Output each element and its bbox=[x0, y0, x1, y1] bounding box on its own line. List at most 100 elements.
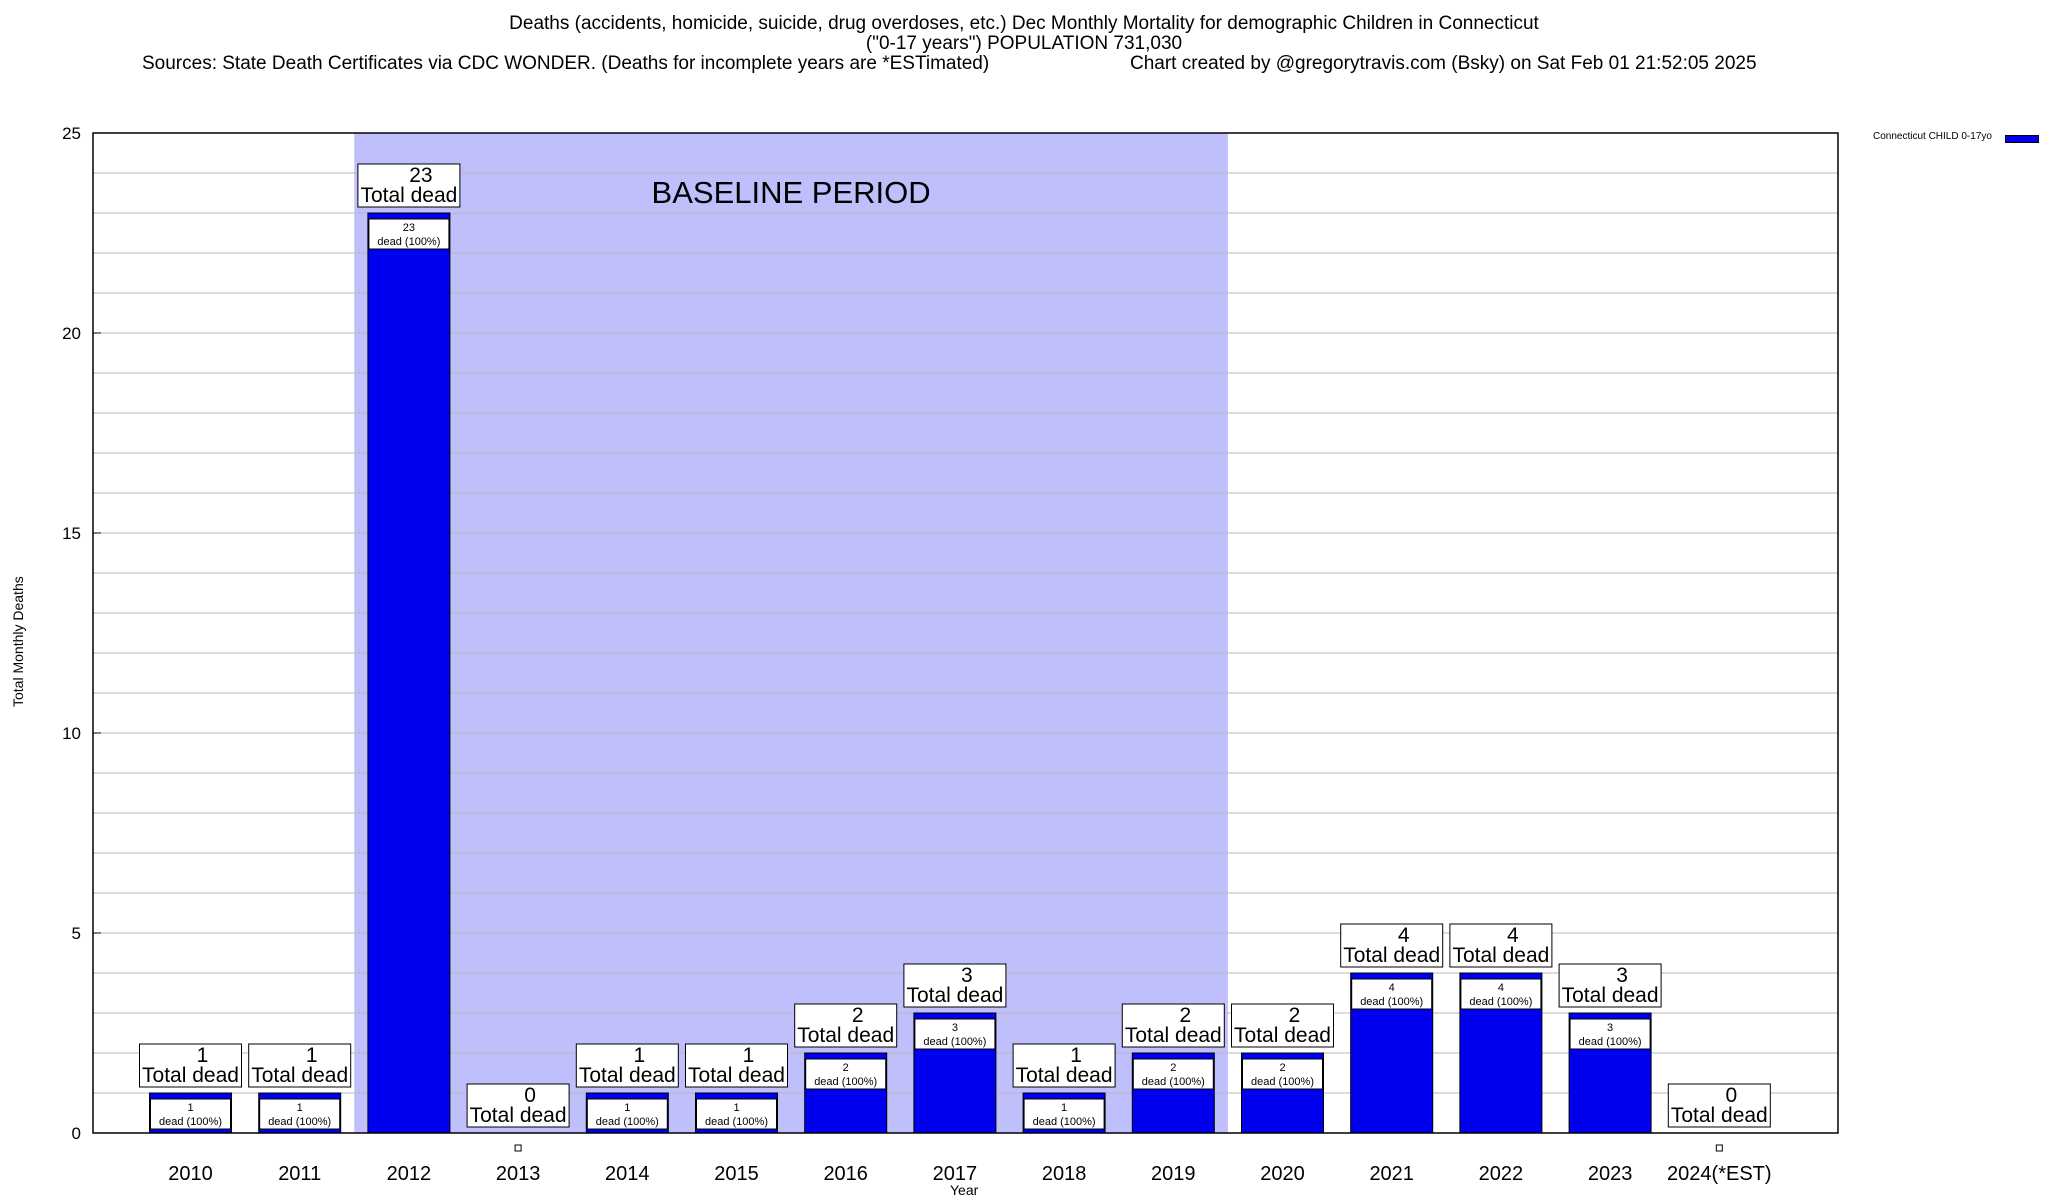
inner-label-box bbox=[696, 1098, 777, 1130]
total-value-label: 0 bbox=[524, 1084, 536, 1107]
y-tick-label: 20 bbox=[62, 324, 81, 343]
total-label-box bbox=[357, 163, 461, 208]
total-value-label: 3 bbox=[961, 964, 973, 987]
total-value-label: 1 bbox=[197, 1044, 209, 1067]
total-label-box bbox=[139, 1043, 242, 1088]
chart-credit: Chart created by @gregorytravis.com (Bsk… bbox=[1130, 53, 1757, 74]
inner-value-label: 1 bbox=[187, 1102, 193, 1114]
y-tick-label: 0 bbox=[72, 1124, 81, 1143]
inner-value-label: 1 bbox=[624, 1102, 630, 1114]
zero-marker bbox=[1715, 1144, 1723, 1152]
total-label-box bbox=[1558, 963, 1662, 1008]
total-label-box bbox=[1231, 1003, 1334, 1048]
inner-label-box bbox=[259, 1098, 341, 1130]
total-value-label: 1 bbox=[633, 1044, 645, 1067]
baseline-region bbox=[354, 133, 1228, 1133]
inner-percent-label: dead (100%) bbox=[1251, 1076, 1314, 1088]
inner-percent-label: dead (100%) bbox=[705, 1116, 768, 1128]
total-value-label: 2 bbox=[1289, 1004, 1301, 1027]
total-label-box bbox=[1340, 923, 1444, 968]
inner-percent-label: dead (100%) bbox=[1579, 1036, 1642, 1048]
bar-2012 bbox=[367, 212, 451, 1134]
y-tick-label: 25 bbox=[62, 124, 81, 143]
total-suffix-label: Total dead bbox=[1343, 944, 1440, 967]
x-tick-label: 2015 bbox=[714, 1163, 759, 1185]
total-suffix-label: Total dead bbox=[906, 984, 1003, 1007]
total-suffix-label: Total dead bbox=[1016, 1064, 1113, 1087]
x-tick-label: 2019 bbox=[1151, 1163, 1196, 1185]
inner-value-label: 3 bbox=[952, 1022, 958, 1034]
inner-label-box bbox=[150, 1098, 231, 1130]
inner-label-box bbox=[1460, 978, 1542, 1010]
x-tick-label: 2018 bbox=[1042, 1163, 1087, 1185]
total-label-box bbox=[575, 1043, 679, 1088]
total-value-label: 2 bbox=[852, 1004, 864, 1027]
total-label-box bbox=[903, 963, 1007, 1008]
inner-percent-label: dead (100%) bbox=[1033, 1116, 1096, 1128]
chart-sources: Sources: State Death Certificates via CD… bbox=[142, 53, 990, 74]
total-value-label: 4 bbox=[1507, 924, 1519, 947]
y-tick-label: 15 bbox=[62, 524, 81, 543]
inner-percent-label: dead (100%) bbox=[814, 1076, 877, 1088]
inner-value-label: 4 bbox=[1389, 982, 1395, 994]
x-tick-label: 2020 bbox=[1260, 1163, 1305, 1185]
inner-percent-label: dead (100%) bbox=[923, 1036, 986, 1048]
x-tick-label: 2014 bbox=[605, 1163, 650, 1185]
total-label-box bbox=[248, 1043, 352, 1088]
x-tick-label: 2016 bbox=[823, 1163, 868, 1185]
inner-value-label: 3 bbox=[1607, 1022, 1613, 1034]
total-suffix-label: Total dead bbox=[688, 1064, 785, 1087]
total-value-label: 23 bbox=[409, 164, 432, 187]
total-suffix-label: Total dead bbox=[1234, 1024, 1331, 1047]
chart-title-line-2: ("0-17 years") POPULATION 731,030 bbox=[865, 33, 1183, 54]
total-label-box bbox=[685, 1043, 788, 1088]
total-label-box bbox=[1012, 1043, 1116, 1088]
total-value-label: 1 bbox=[306, 1044, 318, 1067]
inner-label-box bbox=[914, 1018, 996, 1050]
total-value-label: 1 bbox=[1070, 1044, 1082, 1067]
total-label-box bbox=[466, 1083, 570, 1128]
inner-value-label: 2 bbox=[843, 1062, 849, 1074]
total-label-box bbox=[1667, 1083, 1771, 1128]
total-value-label: 1 bbox=[743, 1044, 755, 1067]
zero-marker bbox=[514, 1144, 522, 1152]
total-suffix-label: Total dead bbox=[1452, 944, 1549, 967]
inner-percent-label: dead (100%) bbox=[596, 1116, 659, 1128]
x-tick-label: 2024(*EST) bbox=[1667, 1163, 1772, 1185]
chart-title-line-1: Deaths (accidents, homicide, suicide, dr… bbox=[509, 13, 1539, 34]
inner-label-box bbox=[1242, 1058, 1323, 1090]
inner-percent-label: dead (100%) bbox=[1360, 996, 1423, 1008]
inner-label-box bbox=[1023, 1098, 1105, 1130]
total-label-box bbox=[794, 1003, 898, 1048]
x-tick-label: 2013 bbox=[496, 1163, 541, 1185]
x-tick-label: 2012 bbox=[387, 1163, 432, 1185]
inner-percent-label: dead (100%) bbox=[377, 236, 440, 248]
total-suffix-label: Total dead bbox=[1671, 1104, 1768, 1127]
total-suffix-label: Total dead bbox=[1125, 1024, 1222, 1047]
inner-value-label: 23 bbox=[403, 222, 415, 234]
inner-label-box bbox=[1569, 1018, 1651, 1050]
inner-value-label: 2 bbox=[1170, 1062, 1176, 1074]
x-axis-label: Year bbox=[950, 1182, 979, 1198]
inner-label-box bbox=[368, 218, 450, 250]
total-label-box bbox=[1121, 1003, 1225, 1048]
legend-label: Connecticut CHILD 0-17yo bbox=[1873, 131, 1992, 142]
plot-frame bbox=[92, 132, 1839, 1134]
inner-percent-label: dead (100%) bbox=[268, 1116, 331, 1128]
legend-swatch bbox=[2005, 135, 2039, 143]
total-suffix-label: Total dead bbox=[797, 1024, 894, 1047]
total-suffix-label: Total dead bbox=[1562, 984, 1659, 1007]
total-suffix-label: Total dead bbox=[470, 1104, 567, 1127]
x-tick-label: 2022 bbox=[1479, 1163, 1524, 1185]
x-tick-label: 2017 bbox=[933, 1163, 978, 1185]
inner-label-box bbox=[805, 1058, 887, 1090]
total-value-label: 4 bbox=[1398, 924, 1410, 947]
inner-value-label: 1 bbox=[297, 1102, 303, 1114]
inner-value-label: 1 bbox=[733, 1102, 739, 1114]
x-tick-label: 2011 bbox=[278, 1163, 321, 1185]
inner-percent-label: dead (100%) bbox=[159, 1116, 222, 1128]
total-suffix-label: Total dead bbox=[142, 1064, 239, 1087]
total-label-box bbox=[1449, 923, 1553, 968]
inner-label-box bbox=[1132, 1058, 1214, 1090]
total-value-label: 0 bbox=[1725, 1084, 1737, 1107]
